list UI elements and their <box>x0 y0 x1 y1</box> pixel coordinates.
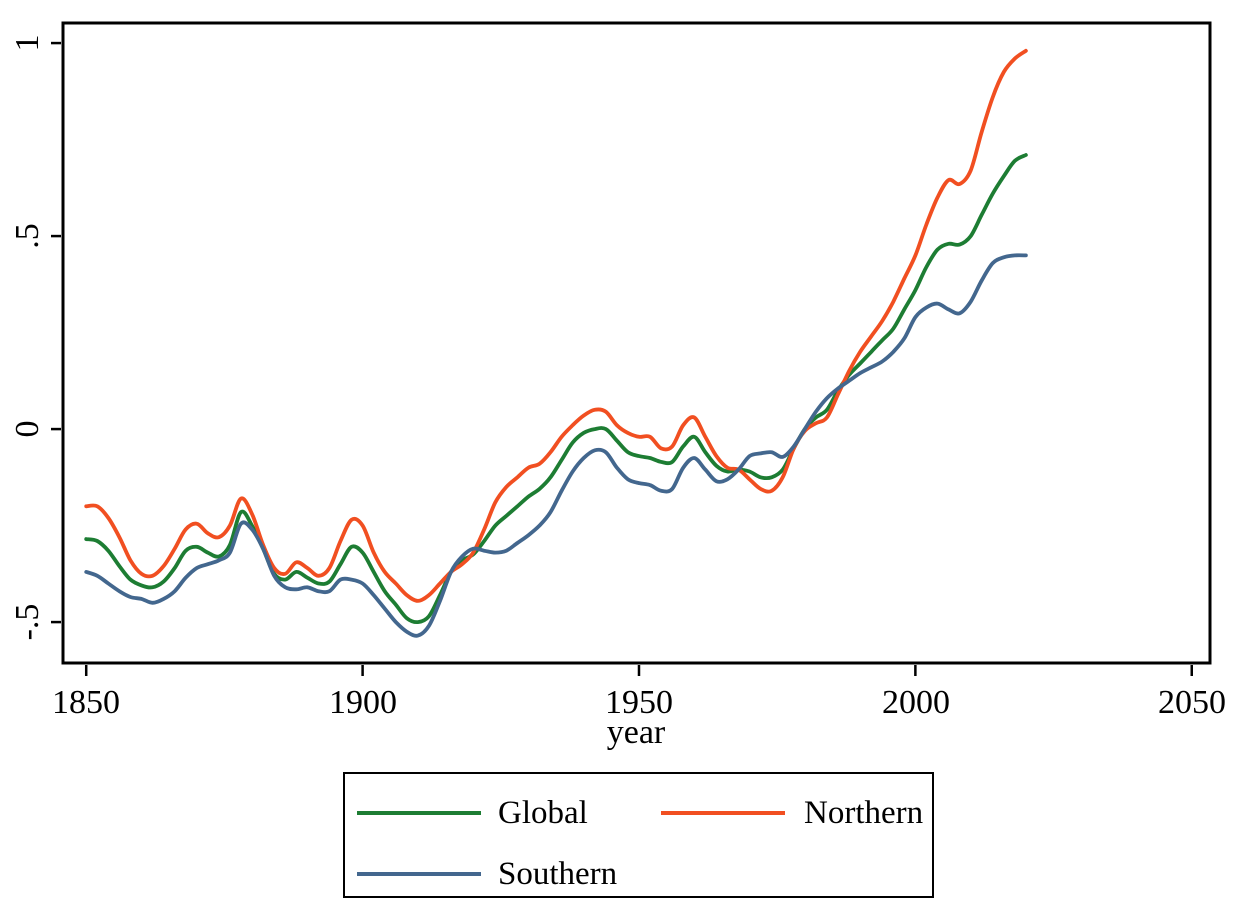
legend-label-northern: Northern <box>804 795 924 831</box>
series-line-global <box>84 153 1028 625</box>
series-line-southern <box>84 253 1028 638</box>
legend-line-southern <box>357 872 481 876</box>
legend-box: Global Northern Southern <box>343 772 934 898</box>
x-axis-title: year <box>606 714 666 751</box>
y-tick-label: -.5 <box>9 603 46 641</box>
x-tick-label: 1850 <box>52 684 120 721</box>
y-tick-label: .5 <box>9 223 46 249</box>
x-tick-label: 1900 <box>329 684 397 721</box>
series-line-northern <box>84 48 1028 603</box>
y-tick-label: 0 <box>9 420 46 438</box>
plot-frame <box>61 21 1212 665</box>
legend-line-global <box>357 811 481 815</box>
x-tick-label: 1950 <box>605 684 673 721</box>
legend-line-northern <box>661 811 785 815</box>
legend-label-global: Global <box>498 795 588 831</box>
x-tick-label: 2050 <box>1158 684 1226 721</box>
x-tick-label: 2000 <box>882 684 950 721</box>
y-tick-label: 1 <box>9 34 46 52</box>
legend-label-southern: Southern <box>498 856 618 892</box>
